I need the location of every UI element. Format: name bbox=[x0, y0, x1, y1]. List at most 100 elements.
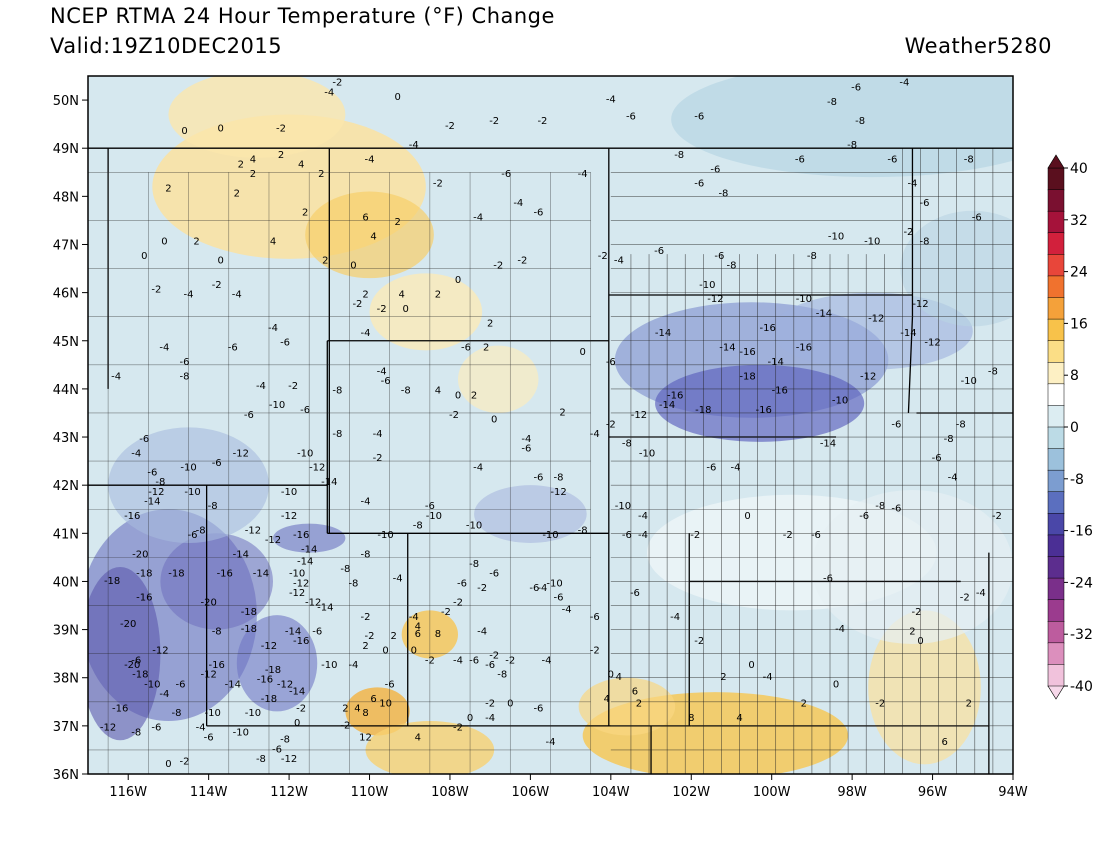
contour-label: -4 bbox=[562, 605, 572, 616]
contour-label: -4 bbox=[638, 511, 648, 522]
contour-label: -2 bbox=[212, 280, 222, 291]
lat-label: 42N bbox=[53, 479, 79, 494]
contour-label: -14 bbox=[321, 477, 337, 488]
contour-label: -12 bbox=[152, 646, 168, 657]
contour-label: -8 bbox=[280, 735, 290, 746]
contour-label: -12 bbox=[631, 410, 647, 421]
contour-label: 8 bbox=[435, 629, 441, 640]
contour-label: 2 bbox=[559, 407, 565, 418]
contour-label: -12 bbox=[550, 487, 566, 498]
contour-label: 2 bbox=[801, 699, 807, 710]
lon-label: 98W bbox=[837, 785, 867, 800]
contour-label: -8 bbox=[180, 371, 190, 382]
contour-label: -18 bbox=[241, 607, 257, 618]
lat-label: 37N bbox=[53, 720, 79, 735]
contour-label: -2 bbox=[377, 304, 387, 315]
colorbar-swatch bbox=[1047, 577, 1065, 601]
contour-label: -6 bbox=[710, 164, 720, 175]
contour-label: -2 bbox=[449, 410, 459, 421]
field-patch bbox=[168, 76, 346, 158]
colorbar-swatch bbox=[1047, 469, 1065, 493]
contour-label: -12 bbox=[265, 535, 281, 546]
contour-label: 2 bbox=[487, 318, 493, 329]
contour-label: 0 bbox=[579, 347, 585, 358]
contour-label: -10 bbox=[466, 520, 482, 531]
lat-label: 45N bbox=[53, 335, 79, 350]
contour-label: -2 bbox=[590, 646, 600, 657]
contour-label: -8 bbox=[622, 439, 632, 450]
contour-label: -4 bbox=[638, 530, 648, 541]
contour-label: -12 bbox=[281, 754, 297, 765]
contour-label: -4 bbox=[670, 612, 680, 623]
contour-label: 0 bbox=[382, 646, 388, 657]
contour-label: -12 bbox=[200, 670, 216, 681]
contour-label: -14 bbox=[816, 309, 832, 320]
contour-label: 6 bbox=[370, 694, 376, 705]
contour-label: -6 bbox=[795, 155, 805, 166]
contour-label: 4 bbox=[270, 236, 276, 247]
contour-label: -6 bbox=[626, 111, 636, 122]
contour-label: 2 bbox=[720, 672, 726, 683]
contour-label: -8 bbox=[726, 261, 736, 272]
contour-label: -10 bbox=[426, 511, 442, 522]
contour-label: -6 bbox=[131, 655, 141, 666]
contour-label: -12 bbox=[281, 511, 297, 522]
contour-label: -10 bbox=[832, 395, 848, 406]
contour-label: -2 bbox=[445, 121, 455, 132]
contour-label: -6 bbox=[533, 208, 543, 219]
contour-label: -4 bbox=[111, 371, 121, 382]
lon-label: 104W bbox=[592, 785, 630, 800]
colorbar-swatch bbox=[1047, 448, 1065, 471]
contour-label: 8 bbox=[688, 713, 694, 724]
contour-label: 2 bbox=[483, 342, 489, 353]
contour-label: -8 bbox=[361, 549, 371, 560]
contour-label: -4 bbox=[513, 198, 523, 209]
contour-label: -16 bbox=[739, 347, 755, 358]
contour-label: -6 bbox=[887, 155, 897, 166]
contour-label: -6 bbox=[851, 82, 861, 93]
contour-label: -4 bbox=[546, 737, 556, 748]
field-patch bbox=[811, 490, 1013, 645]
contour-label: -8 bbox=[827, 97, 837, 108]
contour-label: -16 bbox=[209, 660, 225, 671]
contour-label: 0 bbox=[491, 415, 497, 426]
contour-label: -4 bbox=[409, 140, 419, 151]
contour-label: 4 bbox=[616, 672, 622, 683]
contour-label: 6 bbox=[362, 212, 368, 223]
contour-label: -2 bbox=[875, 699, 885, 710]
contour-label: -14 bbox=[233, 549, 249, 560]
contour-label: -6 bbox=[485, 660, 495, 671]
contour-label: -6 bbox=[606, 357, 616, 368]
contour-label: -20 bbox=[200, 598, 216, 609]
contour-label: -2 bbox=[485, 699, 495, 710]
colorbar-swatch bbox=[1047, 254, 1065, 277]
contour-label: -4 bbox=[348, 660, 358, 671]
colorbar: 40 32 24 16 8 0 -8 -16 -24 -32 -40 bbox=[1047, 154, 1093, 700]
contour-label: -12 bbox=[148, 487, 164, 498]
colorbar-max-arrow bbox=[1047, 154, 1065, 169]
contour-label: -4 bbox=[473, 212, 483, 223]
contour-label: 0 bbox=[161, 236, 167, 247]
lat-label: 44N bbox=[53, 383, 79, 398]
lon-label: 114W bbox=[190, 785, 228, 800]
contour-label: 4 bbox=[736, 713, 742, 724]
lat-label: 49N bbox=[53, 142, 79, 157]
contour-label: -2 bbox=[606, 419, 616, 430]
lon-label: 100W bbox=[753, 785, 791, 800]
contour-label: -4 bbox=[537, 583, 547, 594]
colorbar-label: -24 bbox=[1070, 575, 1093, 591]
lon-label: 94W bbox=[998, 785, 1028, 800]
contour-label: -4 bbox=[409, 612, 419, 623]
contour-label: -6 bbox=[244, 410, 254, 421]
colorbar-min-arrow bbox=[1047, 685, 1065, 700]
contour-label: -8 bbox=[469, 559, 479, 570]
contour-label: -14 bbox=[301, 545, 317, 556]
contour-label: -12 bbox=[309, 463, 325, 474]
contour-label: -8 bbox=[674, 150, 684, 161]
contour-label: 0 bbox=[165, 759, 171, 770]
contour-label: -10 bbox=[828, 232, 844, 243]
contour-label: 2 bbox=[390, 631, 396, 642]
contour-label: -14 bbox=[297, 557, 313, 568]
lon-label: 116W bbox=[109, 785, 147, 800]
contour-label: 0 bbox=[141, 251, 147, 262]
